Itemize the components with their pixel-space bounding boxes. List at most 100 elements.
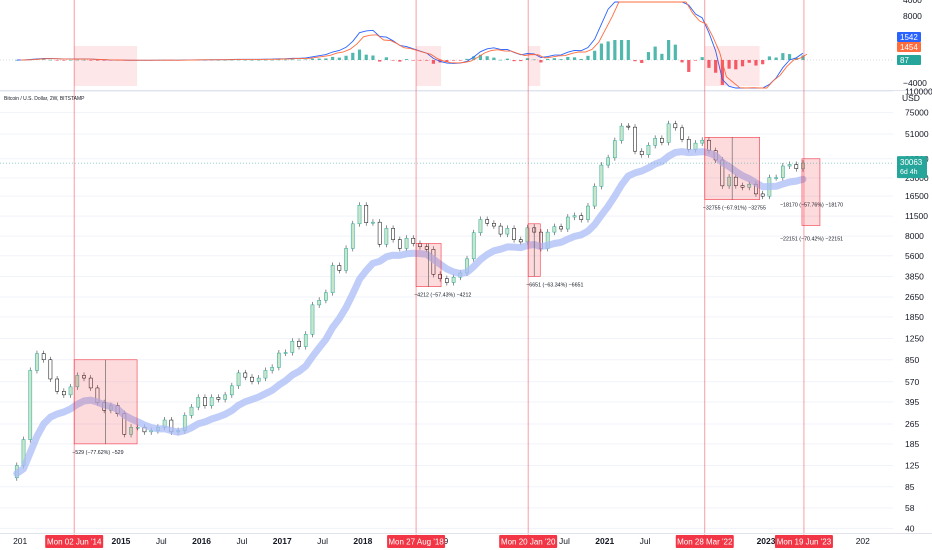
histogram-bar — [203, 59, 207, 61]
price-tick-label: 2650 — [905, 292, 924, 302]
histogram-bar — [774, 57, 778, 60]
candle — [559, 226, 563, 230]
candle — [680, 127, 684, 140]
histogram-bar — [102, 60, 106, 61]
price-tick-label: 110000 — [905, 87, 932, 97]
histogram-bar — [243, 59, 247, 61]
candle — [391, 228, 395, 240]
histogram-bar — [89, 60, 93, 61]
price-tick-label: 85 — [905, 482, 915, 492]
histogram-bar — [586, 55, 590, 60]
histogram-bar — [781, 53, 785, 60]
candle — [236, 372, 241, 387]
histogram-bar — [398, 60, 402, 62]
candle — [438, 274, 442, 279]
date-marker-label: Mon 19 Jun '23 — [777, 538, 832, 547]
candle — [35, 353, 39, 371]
histogram-bar — [378, 60, 382, 62]
candle — [579, 215, 584, 220]
histogram-bar — [317, 58, 321, 60]
indicator-value-badge — [897, 42, 921, 52]
candle — [552, 226, 557, 233]
candle — [283, 352, 288, 354]
candle — [787, 164, 792, 167]
drawdown-label: −18170 (−57.76%) −18170 — [780, 202, 843, 208]
candle — [492, 223, 496, 227]
time-tick-label: 2015 — [111, 536, 130, 546]
histogram-bar — [290, 59, 294, 61]
candle — [485, 219, 490, 224]
time-tick-label: 2021 — [595, 536, 614, 546]
candle — [565, 216, 570, 230]
price-tick-label: 570 — [905, 377, 919, 387]
histogram-bar — [270, 59, 274, 61]
candle — [28, 370, 33, 440]
date-marker-badge — [387, 535, 446, 548]
histogram-bar — [451, 60, 456, 61]
histogram-bar — [277, 59, 281, 61]
histogram-bar — [673, 44, 677, 60]
candle — [216, 397, 221, 400]
candle — [512, 228, 516, 240]
candle — [727, 176, 731, 187]
candle — [310, 304, 315, 335]
candle — [686, 139, 691, 150]
indicator-tick-label: −4000 — [903, 78, 927, 88]
histogram-bar — [48, 59, 52, 61]
price-panel: 1100007500051000325002300016500115008000… — [0, 0, 932, 535]
candle — [196, 397, 201, 408]
histogram-bar — [337, 57, 341, 60]
histogram-bar — [566, 56, 570, 60]
indicator-value: 1454 — [900, 43, 918, 52]
candle — [451, 276, 456, 283]
signal-line — [20, 1, 808, 89]
histogram-bar — [499, 59, 503, 61]
indicator-tick-label: 8000 — [903, 11, 922, 21]
candle — [626, 125, 631, 128]
time-tick-label: Jul — [156, 536, 167, 546]
candle — [646, 145, 651, 155]
candle — [229, 385, 234, 396]
candle — [411, 237, 416, 244]
histogram-bar — [304, 59, 308, 61]
currency-label: USD — [902, 93, 920, 103]
candle — [653, 138, 658, 146]
candle — [189, 406, 194, 416]
moving-average-band — [13, 148, 807, 477]
price-tick-label: 75000 — [905, 108, 929, 118]
indicator-drawdown-region — [704, 46, 760, 86]
histogram-bar — [364, 54, 368, 60]
histogram-bar — [660, 53, 664, 60]
histogram-bar — [95, 60, 100, 61]
histogram-bar — [344, 55, 348, 60]
indicator-value: 87 — [900, 56, 909, 65]
histogram-bar — [640, 60, 644, 64]
drawdown-box — [801, 158, 821, 226]
candle — [505, 228, 510, 235]
candle — [250, 376, 254, 382]
candle — [613, 140, 617, 159]
candle — [243, 372, 248, 378]
candle — [317, 300, 322, 306]
histogram-bar — [297, 59, 301, 61]
histogram-bar — [552, 58, 556, 60]
histogram-bar — [216, 59, 220, 61]
last-price-value: 30063 — [900, 158, 923, 167]
time-tick-label: 2018 — [353, 536, 372, 546]
histogram-bar — [740, 60, 745, 67]
histogram-bar — [525, 58, 530, 60]
candle — [586, 205, 590, 220]
histogram-bar — [485, 56, 489, 60]
candle — [350, 223, 355, 249]
price-tick-label: 1850 — [905, 312, 924, 322]
time-axis[interactable]: 2012015Jul2016Jul2017Jul2018198Jul2021Ju… — [0, 533, 932, 549]
candle — [740, 185, 745, 188]
candle — [48, 359, 53, 380]
histogram-bar — [559, 59, 563, 60]
candle — [397, 239, 402, 249]
histogram-bar — [42, 59, 46, 61]
histogram-bar — [62, 60, 66, 61]
time-tick-label: Jul — [640, 536, 651, 546]
histogram-bar — [351, 52, 355, 60]
